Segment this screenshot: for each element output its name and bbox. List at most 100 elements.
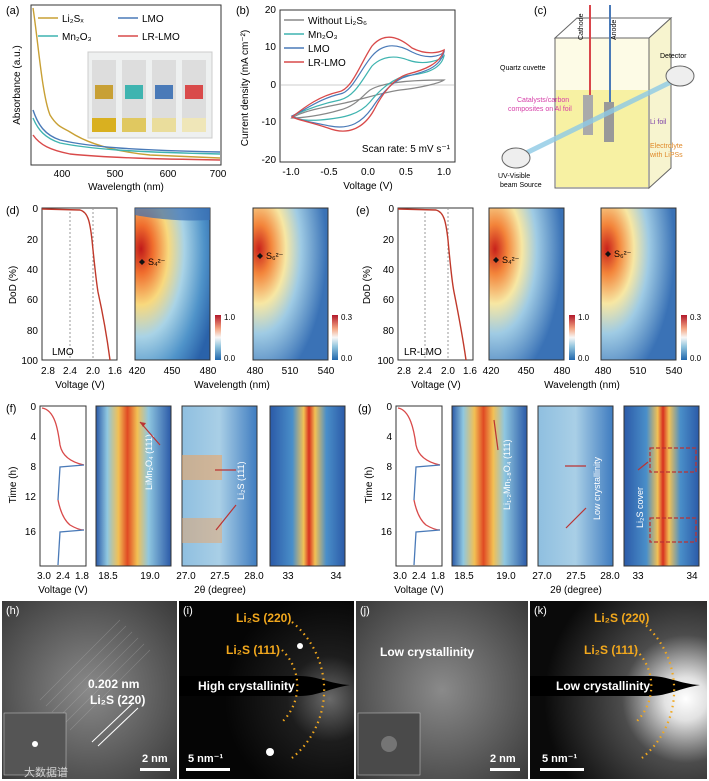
cbar-max: 0.3 (690, 313, 702, 322)
species-label: S₆²⁻ (266, 251, 284, 261)
heatmap-s6 (252, 207, 329, 361)
panel-d: (d) 0 20 40 60 80 100 DoD (%) 2.8 2.4 2.… (6, 204, 353, 391)
plane-label: Li₂S (220) (90, 693, 145, 707)
y-tick: 80 (383, 326, 395, 337)
volt-xlabel: Voltage (V) (411, 380, 460, 391)
diffraction-ring-220 (291, 621, 326, 759)
x-tick: 500 (107, 169, 124, 180)
species-label: S₄²⁻ (148, 257, 166, 267)
colorbar (215, 315, 221, 360)
peak-marker (257, 253, 263, 259)
x-tick: 1.8 (75, 571, 89, 582)
x-tick: 27.5 (210, 571, 230, 582)
panel-h-letter: (h) (6, 605, 19, 617)
peak-marker (493, 257, 499, 263)
x-tick: 18.5 (454, 571, 474, 582)
discharge-segment (41, 407, 85, 466)
heatmap-top-band (135, 208, 210, 221)
colorbar (332, 315, 338, 360)
heatmap-s4 (488, 207, 565, 361)
spacing-marker (97, 707, 139, 747)
theta-xlabel: 2θ (degree) (550, 585, 602, 596)
wl-xlabel: Wavelength (nm) (194, 380, 270, 391)
discharge-segment (413, 499, 441, 531)
panel-b-letter: (b) (236, 5, 249, 17)
panel-a: (a) 400 500 600 700 Wavelength (nm) Abso… (6, 4, 227, 193)
vial-liquid (182, 118, 206, 132)
crystallinity-label: Low crystallinity (556, 679, 650, 693)
ring-label-111: Li₂S (111) (584, 643, 638, 657)
volt-xlabel: Voltage (V) (394, 585, 443, 596)
panel-b-x-ticks: -1.0 -0.5 0.0 0.5 1.0 (282, 167, 451, 178)
y-tick: 40 (27, 265, 39, 276)
cv-lrlmo (290, 36, 446, 132)
detector-label: Detector (660, 53, 687, 60)
vial-liquid (122, 118, 146, 132)
beam-stop (179, 676, 350, 696)
panel-b-frame (279, 9, 456, 163)
x-tick: 480 (247, 366, 264, 377)
x-tick: 27.0 (176, 571, 196, 582)
cbar-min: 0.0 (578, 354, 590, 363)
species-label: S₄²⁻ (502, 255, 520, 265)
voltage-plot-frame (41, 207, 118, 361)
panel-a-xlabel: Wavelength (nm) (88, 182, 164, 193)
electrolyte-label-2: with LiPSs (649, 152, 683, 159)
cv-mn2o3 (290, 54, 446, 121)
panel-e-letter: (e) (356, 205, 369, 217)
x-tick: 0.5 (399, 167, 413, 178)
panel-a-ylabel: Absorbance (a.u.) (12, 45, 23, 125)
cbar-max: 1.0 (224, 313, 236, 322)
arrow (637, 461, 649, 471)
xrd-label: LiMn₂O₄ (111) (144, 434, 154, 490)
xrd-map-1 (95, 405, 172, 567)
scan-rate-note: Scan rate: 5 mV s⁻¹ (362, 144, 451, 155)
panel-a-letter: (a) (6, 5, 19, 17)
ring-label-111: Li₂S (111) (226, 643, 280, 657)
vial-label (155, 85, 173, 99)
arrow (565, 507, 587, 529)
charge-segment (57, 529, 85, 566)
xrd-label: Low crystallinity (592, 456, 602, 520)
y-tick: 40 (383, 265, 395, 276)
y-tick: 12 (381, 492, 393, 503)
cbar-min: 0.0 (224, 354, 236, 363)
source-label-2: beam Source (500, 182, 542, 189)
vial-label (95, 85, 113, 99)
spacing-marker (91, 703, 133, 743)
ring-label-220: Li₂S (220) (594, 611, 649, 625)
panel-k-letter: (k) (534, 605, 547, 617)
vial-label (185, 85, 203, 99)
discharge-curve (41, 208, 111, 361)
x-tick: 480 (595, 366, 612, 377)
y-tick: 0 (388, 204, 394, 215)
anode-label: Anode (611, 20, 618, 40)
sample-label: LMO (52, 347, 74, 358)
panel-b-xlabel: Voltage (V) (343, 181, 392, 192)
x-tick: 450 (518, 366, 535, 377)
x-tick: 450 (164, 366, 181, 377)
vial-label (125, 85, 143, 99)
scale-bar (490, 768, 520, 771)
y-tick: 0 (270, 80, 276, 91)
x-tick: 600 (160, 169, 177, 180)
li2s-signal (182, 455, 222, 480)
x-tick: 27.5 (566, 571, 586, 582)
panel-f-letter: (f) (6, 403, 16, 415)
legend-item: LR-LMO (142, 32, 180, 43)
x-tick: 2.8 (41, 366, 55, 377)
x-tick: 0.0 (361, 167, 375, 178)
crystallinity-label: Low crystallinity (380, 645, 474, 659)
y-tick: 4 (30, 432, 36, 443)
d-spacing: 0.202 nm (88, 677, 139, 691)
y-tick: 60 (383, 295, 395, 306)
charge-segment (413, 529, 441, 566)
xrd-map-3 (623, 405, 700, 567)
arrow (215, 504, 237, 531)
x-tick: 2.0 (86, 366, 100, 377)
y-tick: 20 (265, 5, 277, 16)
panel-i-letter: (i) (183, 605, 193, 617)
fft-halo (381, 736, 397, 752)
panel-d-letter: (d) (6, 205, 19, 217)
y-tick: 8 (30, 462, 36, 473)
